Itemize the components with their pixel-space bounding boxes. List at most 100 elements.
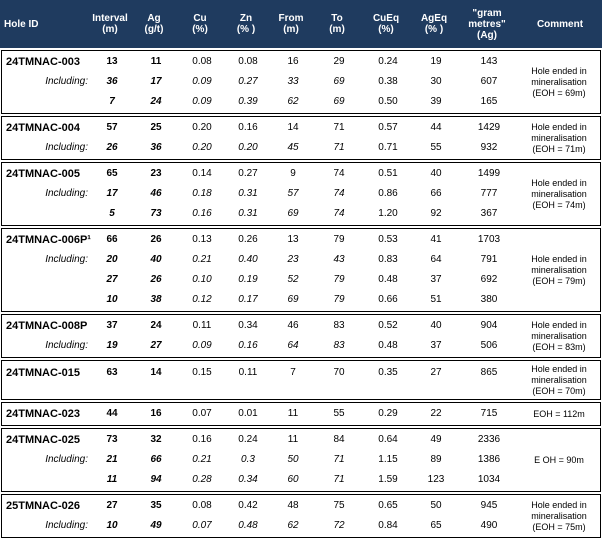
cell-cueq: 1.20: [378, 208, 398, 219]
cell-from: 62: [287, 96, 299, 107]
cell-interval: 26: [106, 142, 118, 153]
including-label: Including:: [45, 76, 88, 87]
cell-to: 74: [333, 188, 345, 199]
cell-cueq: 0.52: [378, 320, 398, 331]
cell-from: 69: [287, 294, 299, 305]
cell-zn: 0.42: [238, 500, 258, 511]
comment-cell: Hole ended in mineralisation (EOH = 70m): [531, 363, 587, 396]
header-ageq: AgEq (% ): [420, 13, 448, 35]
cell-ageq: 92: [430, 208, 442, 219]
hole-id: 24TMNAC-023: [6, 408, 80, 420]
cell-zn: 0.20: [238, 142, 258, 153]
cell-to: 71: [333, 122, 345, 133]
header-ag: Ag (g/t): [144, 13, 164, 35]
cell-zn: 0.34: [238, 474, 258, 485]
hole-block: 24TMNAC-025 73 32 0.16 0.24 11 84 0.64 49 2336 Inc…: [1, 428, 601, 492]
cell-gm: 143: [480, 56, 498, 67]
comment-cell: Hole ended in mineralisation (EOH = 83m): [531, 319, 587, 352]
cell-ag: 66: [150, 454, 162, 465]
cell-from: 60: [287, 474, 299, 485]
cell-to: 55: [333, 408, 345, 419]
cell-ageq: 64: [430, 254, 442, 265]
including-label: [6, 204, 88, 224]
hole-block: 24TMNAC-015 63 14 0.15 0.11 7 70 0.35 27 865 Hole …: [1, 360, 601, 400]
cell-from: 64: [287, 340, 299, 351]
cell-cu: 0.20: [192, 142, 212, 153]
hole-block: 25TMNAC-026 27 35 0.08 0.42 48 75 0.65 50 945 Incl…: [1, 494, 601, 538]
comment-cell: Hole ended in mineralisation (EOH = 69m): [531, 65, 587, 98]
cell-zn: 0.27: [238, 76, 258, 87]
cell-cu: 0.07: [192, 408, 212, 419]
cell-ageq: 49: [430, 434, 442, 445]
hole-id: 25TMNAC-026: [6, 500, 80, 512]
cell-to: 75: [333, 500, 345, 511]
including-label: [6, 270, 88, 290]
cell-cu: 0.07: [192, 520, 212, 531]
table-row: 25TMNAC-026 27 35 0.08 0.42 48 75 0.65 50 945: [2, 496, 520, 516]
cell-from: 7: [290, 367, 296, 378]
including-label: Including:: [45, 520, 88, 531]
cell-from: 45: [287, 142, 299, 153]
cell-from: 13: [287, 234, 299, 245]
cell-gm: 715: [480, 408, 498, 419]
cell-ageq: 19: [430, 56, 442, 67]
cell-to: 79: [333, 234, 345, 245]
cell-to: 74: [333, 208, 345, 219]
cell-to: 69: [333, 96, 345, 107]
hole-block: 24TMNAC-023 44 16 0.07 0.01 11 55 0.29 22 715 EOH …: [1, 402, 601, 426]
cell-gm: 865: [480, 367, 498, 378]
cell-gm: 490: [480, 520, 498, 531]
cell-ag: 32: [150, 434, 162, 445]
cell-to: 74: [333, 168, 345, 179]
cell-zn: 0.08: [238, 56, 258, 67]
cell-ag: 40: [150, 254, 162, 265]
cell-cueq: 0.66: [378, 294, 398, 305]
hole-id: 24TMNAC-006P¹: [6, 234, 91, 246]
cell-cu: 0.08: [192, 56, 212, 67]
cell-interval: 21: [106, 454, 118, 465]
cell-to: 29: [333, 56, 345, 67]
cell-to: 69: [333, 76, 345, 87]
table-row: Including: 10 49 0.07 0.48 62 72 0.84 65 490: [2, 516, 520, 536]
cell-zn: 0.16: [238, 122, 258, 133]
cell-ag: 35: [150, 500, 162, 511]
cell-zn: 0.48: [238, 520, 258, 531]
cell-ag: 16: [150, 408, 162, 419]
header-gram-metres: "gram metres" (Ag): [468, 7, 506, 41]
table-row: Including: 21 66 0.21 0.3 50 71 1.15 89 1386: [2, 450, 520, 470]
cell-cueq: 0.71: [378, 142, 398, 153]
cell-cueq: 0.48: [378, 274, 398, 285]
cell-from: 9: [290, 168, 296, 179]
cell-gm: 1386: [477, 454, 501, 465]
cell-ageq: 66: [430, 188, 442, 199]
cell-ageq: 51: [430, 294, 442, 305]
cell-interval: 65: [106, 168, 118, 179]
comment-cell: Hole ended in mineralisation (EOH = 71m): [531, 121, 587, 154]
table-row: 24TMNAC-005 65 23 0.14 0.27 9 74 0.51 40 1499: [2, 164, 520, 184]
cell-cu: 0.10: [192, 274, 212, 285]
cell-cu: 0.20: [192, 122, 212, 133]
cell-ag: 26: [150, 234, 162, 245]
cell-cu: 0.11: [192, 320, 212, 331]
cell-gm: 1703: [477, 234, 501, 245]
cell-ageq: 37: [430, 340, 442, 351]
cell-cueq: 0.64: [378, 434, 398, 445]
table-row: 7 24 0.09 0.39 62 69 0.50 39 165: [2, 92, 520, 112]
cell-interval: 5: [109, 208, 115, 219]
cell-ag: 17: [150, 76, 162, 87]
cell-from: 57: [287, 188, 299, 199]
cell-cu: 0.12: [192, 294, 212, 305]
cell-zn: 0.3: [241, 454, 255, 465]
cell-ageq: 65: [430, 520, 442, 531]
cell-gm: 945: [480, 500, 498, 511]
cell-cueq: 0.83: [378, 254, 398, 265]
cell-cueq: 0.65: [378, 500, 398, 511]
header-to: To (m): [329, 13, 345, 35]
cell-cueq: 1.59: [378, 474, 398, 485]
cell-ageq: 123: [427, 474, 445, 485]
cell-ag: 25: [150, 122, 162, 133]
cell-to: 71: [333, 142, 345, 153]
table-row: 24TMNAC-025 73 32 0.16 0.24 11 84 0.64 49 2336: [2, 430, 520, 450]
cell-interval: 66: [106, 234, 118, 245]
hole-block: 24TMNAC-003 13 11 0.08 0.08 16 29 0.24 19 143 Incl…: [1, 50, 601, 114]
